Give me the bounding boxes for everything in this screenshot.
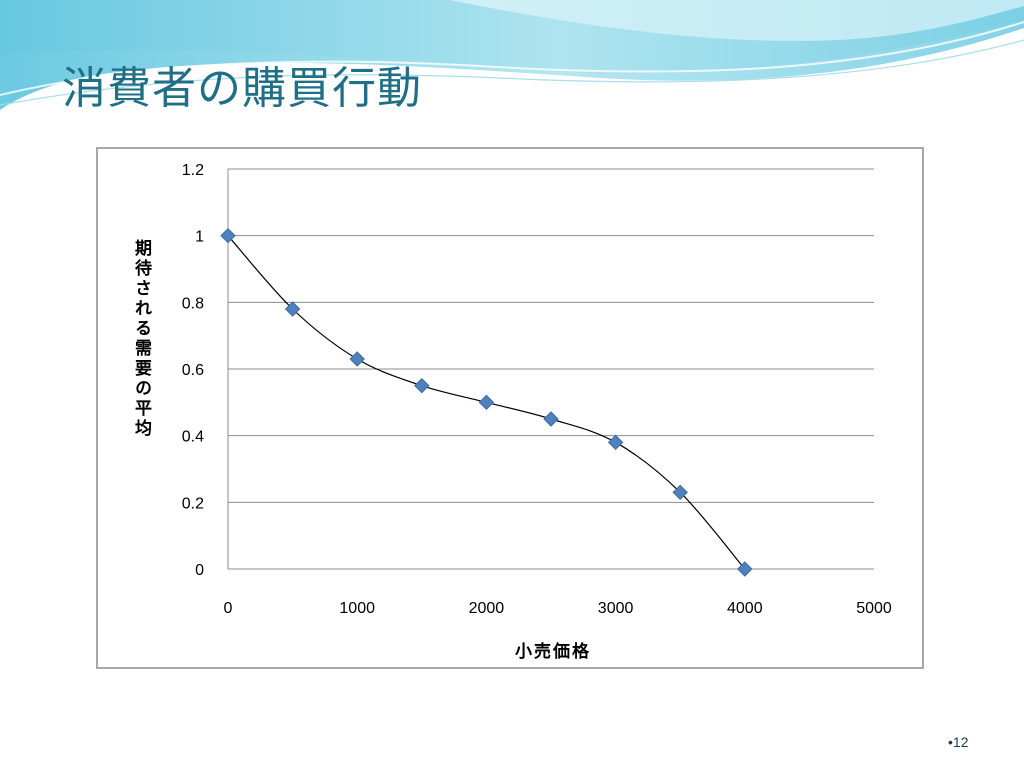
y-tick-label: 1.2 (182, 162, 204, 179)
data-point (672, 484, 688, 501)
chart-frame: 0 0.2 0.4 0.6 0.8 1 1.2 0 1000 2000 3000 4000 5000 期… (96, 147, 924, 669)
slide-title: 消費者の購買行動 (62, 63, 422, 114)
x-tick-label: 1000 (339, 600, 375, 617)
data-point (284, 301, 301, 317)
data-point (349, 351, 365, 367)
header-wave-line (0, 21, 1024, 96)
y-tick-label: 0.4 (182, 429, 204, 446)
y-tick-label: 0.8 (182, 295, 204, 312)
y-tick-label: 0.2 (182, 495, 204, 512)
y-tick-label: 1 (195, 229, 204, 246)
x-tick-label: 3000 (598, 600, 634, 617)
y-axis-label: 期待される需要の平均 (131, 239, 151, 439)
x-tick-label: 2000 (469, 600, 505, 617)
data-point (543, 411, 559, 427)
data-point (220, 227, 236, 244)
y-tick-label: 0.6 (182, 362, 204, 379)
data-point (737, 561, 753, 577)
y-tick-label: 0 (195, 562, 204, 579)
data-point (414, 377, 430, 394)
scatter-plot: 0 0.2 0.4 0.6 0.8 1 1.2 0 1000 2000 3000 4000 5000 (182, 162, 892, 617)
x-tick-label: 5000 (856, 600, 892, 617)
data-point (607, 434, 624, 451)
header-wave-dark (0, 0, 1024, 110)
x-axis-label: 小売価格 (515, 642, 591, 662)
header-wave-line-2 (0, 39, 1024, 106)
x-tick-label: 0 (224, 600, 233, 617)
page-number: •12 (948, 734, 969, 750)
data-point (478, 394, 495, 411)
x-tick-label: 4000 (727, 600, 763, 617)
